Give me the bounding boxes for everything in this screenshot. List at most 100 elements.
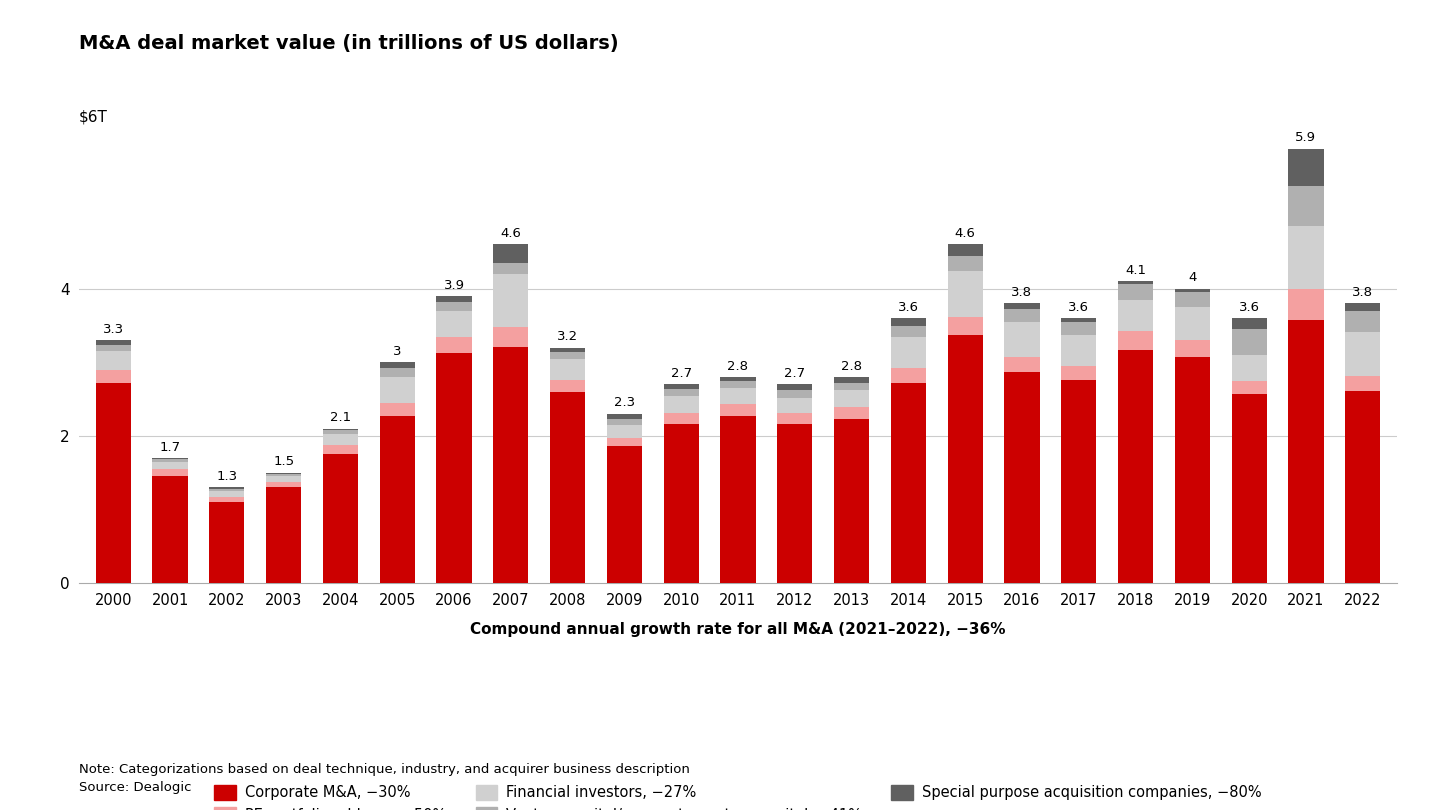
Bar (550, 347, 585, 352)
Bar (550, 392, 585, 583)
Bar (1117, 284, 1153, 300)
Bar (323, 430, 359, 433)
Bar (1175, 340, 1210, 357)
Bar (266, 474, 301, 475)
Bar (1345, 311, 1381, 331)
Bar (209, 491, 245, 497)
Bar (1289, 321, 1323, 583)
Bar (891, 337, 926, 369)
Bar (1231, 318, 1267, 329)
Bar (153, 459, 187, 462)
Bar (1289, 227, 1323, 289)
Bar (1231, 394, 1267, 583)
Bar (720, 416, 756, 583)
Bar (778, 385, 812, 390)
Bar (1231, 329, 1267, 355)
Bar (720, 381, 756, 388)
Bar (1061, 366, 1096, 380)
Bar (948, 256, 982, 271)
Text: 2.8: 2.8 (841, 360, 863, 373)
Bar (494, 347, 528, 583)
Text: 3.8: 3.8 (1352, 286, 1374, 299)
Bar (948, 317, 982, 335)
Text: 3.9: 3.9 (444, 279, 465, 292)
Bar (380, 377, 415, 403)
Bar (266, 482, 301, 487)
Bar (891, 318, 926, 326)
Text: 3: 3 (393, 345, 402, 358)
Text: 2.7: 2.7 (671, 367, 691, 380)
Text: 3.6: 3.6 (899, 301, 919, 313)
Bar (1175, 288, 1210, 292)
Text: 3.6: 3.6 (1238, 301, 1260, 313)
Bar (1345, 376, 1381, 390)
Bar (494, 274, 528, 327)
Bar (1289, 149, 1323, 185)
Bar (494, 263, 528, 274)
Bar (436, 353, 472, 583)
Bar (1345, 304, 1381, 311)
Text: 3.3: 3.3 (102, 322, 124, 336)
Bar (834, 383, 870, 390)
Bar (153, 475, 187, 583)
Bar (436, 337, 472, 353)
Bar (778, 390, 812, 398)
Bar (1345, 331, 1381, 376)
Bar (1004, 304, 1040, 309)
Bar (891, 369, 926, 383)
Text: 3.2: 3.2 (557, 330, 579, 343)
Bar (266, 473, 301, 474)
Bar (1004, 357, 1040, 373)
Bar (209, 488, 245, 489)
Text: 4: 4 (1188, 271, 1197, 284)
Bar (720, 377, 756, 381)
Bar (1004, 373, 1040, 583)
Bar (95, 345, 131, 352)
Bar (436, 311, 472, 337)
Bar (1004, 322, 1040, 357)
Bar (606, 438, 642, 446)
X-axis label: Compound annual growth rate for all M&A (2021–2022), −36%: Compound annual growth rate for all M&A … (471, 622, 1005, 637)
Bar (153, 462, 187, 469)
Bar (1231, 381, 1267, 394)
Bar (664, 396, 698, 412)
Bar (778, 412, 812, 424)
Bar (95, 340, 131, 345)
Bar (550, 352, 585, 360)
Bar (1117, 300, 1153, 331)
Bar (1061, 322, 1096, 335)
Text: 3.8: 3.8 (1011, 286, 1032, 299)
Text: 4.6: 4.6 (955, 227, 976, 240)
Bar (834, 419, 870, 583)
Text: 2.1: 2.1 (330, 411, 351, 424)
Bar (1289, 185, 1323, 227)
Bar (1345, 390, 1381, 583)
Bar (1117, 350, 1153, 583)
Bar (606, 414, 642, 419)
Bar (494, 245, 528, 263)
Text: $6T: $6T (79, 109, 108, 125)
Bar (664, 385, 698, 389)
Bar (1061, 318, 1096, 322)
Bar (266, 487, 301, 583)
Bar (606, 425, 642, 438)
Bar (834, 390, 870, 407)
Bar (891, 326, 926, 337)
Bar (380, 416, 415, 583)
Bar (834, 407, 870, 419)
Text: 2.3: 2.3 (613, 396, 635, 409)
Bar (209, 497, 245, 502)
Bar (436, 296, 472, 302)
Bar (1289, 289, 1323, 321)
Bar (323, 454, 359, 583)
Text: 2.8: 2.8 (727, 360, 749, 373)
Bar (323, 433, 359, 445)
Bar (550, 380, 585, 392)
Bar (209, 502, 245, 583)
Bar (95, 370, 131, 383)
Bar (153, 458, 187, 459)
Bar (1061, 380, 1096, 583)
Text: 1.7: 1.7 (160, 441, 180, 454)
Bar (1175, 357, 1210, 583)
Bar (1117, 331, 1153, 350)
